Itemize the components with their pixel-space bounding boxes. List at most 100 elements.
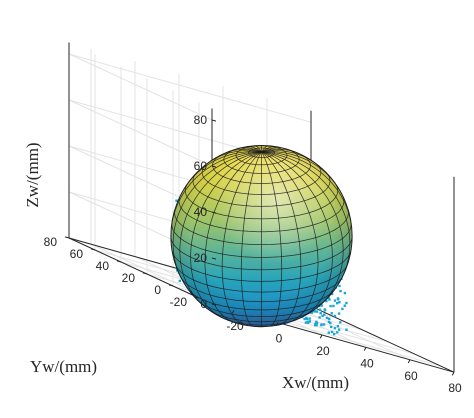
sphere-parallel: [171, 251, 352, 282]
sphere-meridian: [261, 151, 353, 237]
sphere-meridian: [240, 151, 262, 327]
y-tick-mark: [168, 284, 174, 287]
cloud-point: [308, 317, 311, 320]
cloud-point: [305, 317, 309, 321]
cloud-point: [304, 321, 308, 324]
y-tick-label: 60: [70, 247, 84, 261]
sphere-meridian: [261, 151, 333, 319]
grid-line-z-sidewall: [68, 53, 213, 121]
y-tick-label: 40: [96, 259, 110, 273]
y-tick-label: 80: [44, 235, 58, 249]
cloud-point: [315, 320, 318, 323]
cloud-point: [175, 269, 179, 272]
cloud-point: [337, 312, 341, 315]
cloud-point: [338, 301, 341, 304]
sphere-mesh: [170, 145, 353, 327]
y-tick-mark: [90, 248, 96, 251]
sphere-parallel: [175, 264, 348, 293]
y-tick-mark: [116, 260, 122, 263]
sphere-outline: [170, 145, 353, 328]
z-tick-mark: [211, 257, 217, 260]
cloud-point: [330, 292, 334, 296]
y-tick-mark: [142, 272, 148, 275]
grid-line-z-sidewall: [68, 99, 213, 167]
sphere-meridian: [261, 151, 283, 327]
sphere-parallel: [178, 196, 345, 233]
cloud-point: [333, 314, 337, 318]
cloud-point: [343, 291, 347, 295]
cloud-point: [306, 320, 309, 324]
x-tick-label: 60: [404, 369, 418, 383]
cloud-point: [318, 308, 322, 311]
x-tick-mark: [407, 359, 411, 364]
cloud-point: [311, 310, 315, 313]
cloud-point: [339, 289, 342, 293]
y-tick-label: 0: [154, 283, 161, 297]
cloud-point: [323, 309, 327, 312]
x-tick-mark: [275, 322, 279, 327]
y-axis-label: Yw/(mm): [30, 357, 97, 376]
z-tick-mark: [211, 119, 217, 122]
z-tick-mark: [211, 303, 217, 306]
x-tick-mark: [363, 347, 367, 351]
cloud-point: [336, 325, 340, 328]
cloud-point: [345, 301, 348, 305]
sphere-parallel: [170, 237, 353, 271]
cloud-point: [327, 320, 331, 324]
sphere-meridian: [179, 151, 262, 309]
sphere-parallel: [187, 288, 336, 311]
cloud-point: [333, 327, 337, 330]
cloud-point: [336, 331, 339, 334]
cloud-point: [337, 328, 341, 331]
sphere-meridian: [170, 151, 262, 233]
cloud-point: [303, 317, 306, 321]
cloud-point: [333, 299, 337, 302]
cloud-point: [314, 324, 317, 327]
y-tick-label: -20: [170, 295, 188, 309]
sphere-meridian: [261, 151, 319, 323]
cloud-point: [313, 310, 316, 313]
sphere-meridian: [204, 151, 262, 323]
sphere-meridian: [172, 151, 262, 282]
cloud-point: [336, 302, 339, 305]
cloud-point: [337, 298, 340, 301]
z-tick-mark: [211, 165, 217, 168]
z-tick-label: 20: [194, 251, 208, 265]
sphere-parallel: [174, 208, 349, 245]
cloud-point: [339, 321, 342, 324]
x-tick-label: 80: [448, 381, 462, 395]
cloud-point: [338, 284, 341, 288]
cloud-point: [333, 332, 336, 336]
cloud-point: [178, 279, 181, 283]
floor-edge: [310, 305, 455, 373]
cloud-point: [320, 323, 323, 326]
cloud-point: [343, 304, 346, 307]
z-tick-label: 40: [194, 205, 208, 219]
cloud-point: [320, 304, 324, 307]
cloud-point: [310, 311, 313, 314]
cloud-point: [330, 312, 333, 315]
x-axis-label: Xw/(mm): [282, 373, 349, 392]
x-tick-label: 40: [360, 356, 374, 370]
cloud-point: [323, 313, 326, 316]
cloud-point: [175, 199, 178, 202]
sphere-meridian: [190, 151, 262, 319]
cloud-point: [329, 321, 332, 325]
sphere-meridian: [261, 151, 351, 282]
z-axis-label: Zw/(mm): [23, 142, 42, 207]
cloud-point: [332, 304, 335, 308]
y-tick-label: 20: [122, 271, 136, 285]
sphere-meridian: [221, 151, 262, 326]
cloud-point: [315, 310, 319, 313]
cloud-point: [318, 316, 321, 319]
sphere-parallel: [201, 162, 322, 195]
cloud-point: [315, 322, 319, 325]
cloud-point: [345, 328, 348, 331]
cloud-point: [319, 312, 322, 315]
cloud-point: [322, 323, 326, 326]
z-tick-label: 60: [194, 159, 208, 173]
sphere-parallel: [197, 300, 326, 317]
cloud-point: [325, 316, 329, 320]
cloud-point: [328, 298, 331, 301]
